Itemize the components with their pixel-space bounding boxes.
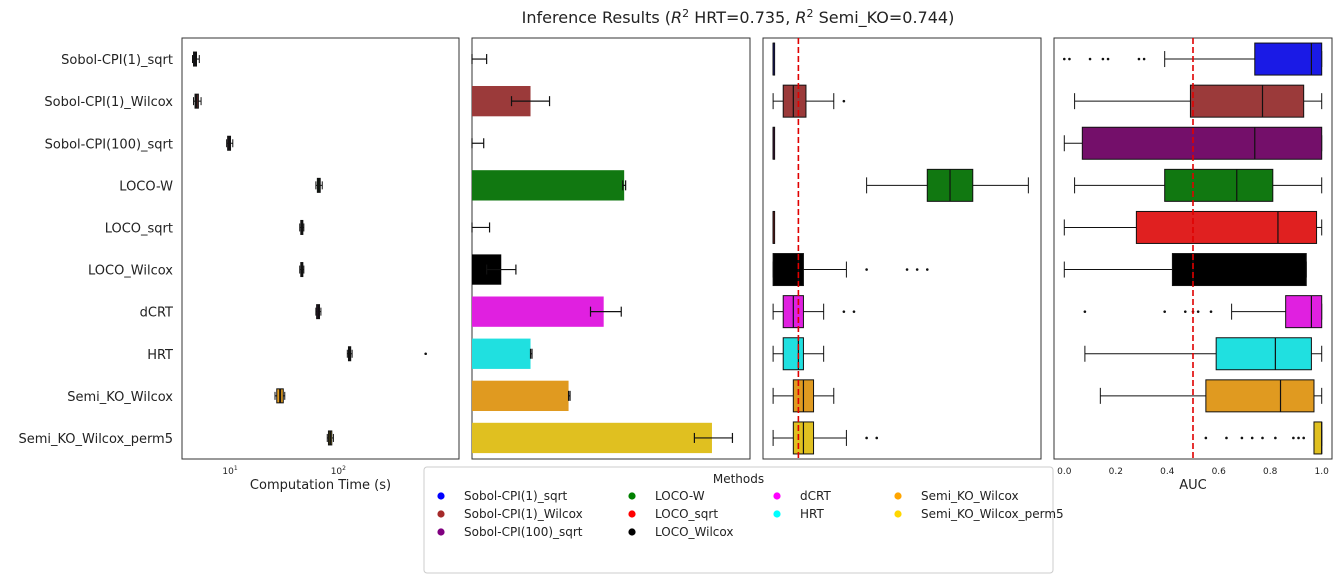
legend-label: HRT <box>800 507 824 521</box>
legend-marker <box>628 510 636 518</box>
outlier-point <box>1250 436 1254 440</box>
outlier-point <box>1163 310 1166 313</box>
power-bar <box>472 170 625 201</box>
x-tick-label: 102 <box>331 465 346 477</box>
outlier-point <box>1142 57 1146 61</box>
plot-frame <box>471 37 751 460</box>
outlier-point <box>1101 57 1105 61</box>
panel-3: 0.00.10.20.30.40.5Type-I Error <box>762 37 1042 493</box>
outlier-point <box>925 268 929 271</box>
legend-label: Sobol-CPI(1)_Wilcox <box>464 507 583 521</box>
panel-2: 0.00.20.40.60.8Power <box>465 37 751 493</box>
x-axis-label: AUC <box>1179 478 1207 493</box>
outlier-point <box>1137 57 1141 61</box>
outlier-point <box>875 436 879 440</box>
outlier-point <box>1083 310 1087 313</box>
box <box>1313 421 1323 455</box>
figure-title: Inference Results (R2 HRT=0.735, R2 Semi… <box>522 7 955 28</box>
outlier-point <box>1062 57 1066 61</box>
outlier-point <box>865 436 868 440</box>
x-tick-label: 0.2 <box>1109 467 1123 477</box>
y-tick-label: Semi_KO_Wilcox_perm5 <box>18 432 173 447</box>
outlier-point <box>905 268 909 271</box>
y-tick-label: Sobol-CPI(100)_sqrt <box>45 137 173 152</box>
outlier-point <box>1183 310 1187 313</box>
legend-label: dCRT <box>800 489 831 503</box>
y-tick-label: dCRT <box>140 306 173 321</box>
outlier-point <box>1209 310 1213 313</box>
x-tick-label: 1.0 <box>1315 467 1330 477</box>
x-tick-label: 101 <box>222 465 237 477</box>
plot-frame <box>762 37 1042 460</box>
outlier-point <box>424 352 427 356</box>
x-tick-label: 0.6 <box>1212 467 1227 477</box>
outlier-point <box>842 99 846 103</box>
box <box>1215 337 1312 371</box>
legend-marker <box>894 510 902 518</box>
plot-frame <box>181 37 460 460</box>
outlier-point <box>1068 57 1071 61</box>
legend-label: Sobol-CPI(100)_sqrt <box>464 525 583 539</box>
legend-marker <box>628 528 636 536</box>
power-bar <box>472 380 569 412</box>
power-bar <box>472 422 712 454</box>
outlier-point <box>852 310 856 313</box>
outlier-point <box>1225 436 1228 440</box>
y-tick-label: Sobol-CPI(1)_Wilcox <box>44 95 173 110</box>
box <box>782 84 807 118</box>
outlier-point <box>1106 57 1110 61</box>
legend-marker <box>773 492 781 500</box>
legend-label: LOCO_Wilcox <box>655 525 733 539</box>
outlier-point <box>915 268 919 271</box>
x-tick-label: 0.0 <box>1057 467 1072 477</box>
y-tick-label: LOCO-W <box>119 179 173 194</box>
legend-marker <box>437 492 445 500</box>
box <box>1081 126 1323 160</box>
panel-4: 0.0 0.2 0.4 0.6 0.8 1.0 AUC <box>1053 37 1333 493</box>
legend-marker <box>437 510 445 518</box>
y-tick-label: HRT <box>147 348 173 363</box>
x-tick-label: 0.4 <box>1160 467 1175 477</box>
power-bar <box>472 296 604 327</box>
outlier-point <box>1261 436 1264 440</box>
x-axis-label: Computation Time (s) <box>250 478 391 493</box>
outlier-point <box>1292 436 1295 440</box>
box <box>1205 379 1315 413</box>
legend-label: Sobol-CPI(1)_sqrt <box>464 489 568 503</box>
box <box>1171 253 1307 287</box>
box <box>1189 84 1305 118</box>
outlier-point <box>1204 436 1208 440</box>
box <box>1135 210 1318 244</box>
y-tick-label: Semi_KO_Wilcox <box>67 390 173 405</box>
legend-marker <box>437 528 445 536</box>
outlier-point <box>1196 310 1200 313</box>
box <box>782 337 804 371</box>
box <box>1164 168 1274 202</box>
outlier-point <box>865 268 868 271</box>
y-tick-label: LOCO_sqrt <box>105 221 173 236</box>
outlier-point <box>1274 436 1277 440</box>
legend-marker <box>628 492 636 500</box>
power-bar <box>472 338 531 369</box>
box <box>1285 295 1323 329</box>
outlier-point <box>1297 436 1300 440</box>
x-tick-label: 0.8 <box>1263 467 1278 477</box>
outlier-point <box>1088 57 1092 61</box>
outlier-point <box>842 310 846 313</box>
legend-marker <box>773 510 781 518</box>
legend-label: LOCO-W <box>655 489 705 503</box>
legend-label: Semi_KO_Wilcox_perm5 <box>921 507 1064 521</box>
legend-label: LOCO_sqrt <box>655 507 718 521</box>
outlier-point <box>1240 436 1244 440</box>
outlier-point <box>1302 436 1305 440</box>
legend-label: Semi_KO_Wilcox <box>921 489 1019 503</box>
legend-title: Methods <box>713 472 764 486</box>
y-tick-label: Sobol-CPI(1)_sqrt <box>61 53 173 68</box>
box <box>1254 42 1323 76</box>
legend-marker <box>894 492 902 500</box>
y-tick-label: LOCO_Wilcox <box>88 264 173 279</box>
